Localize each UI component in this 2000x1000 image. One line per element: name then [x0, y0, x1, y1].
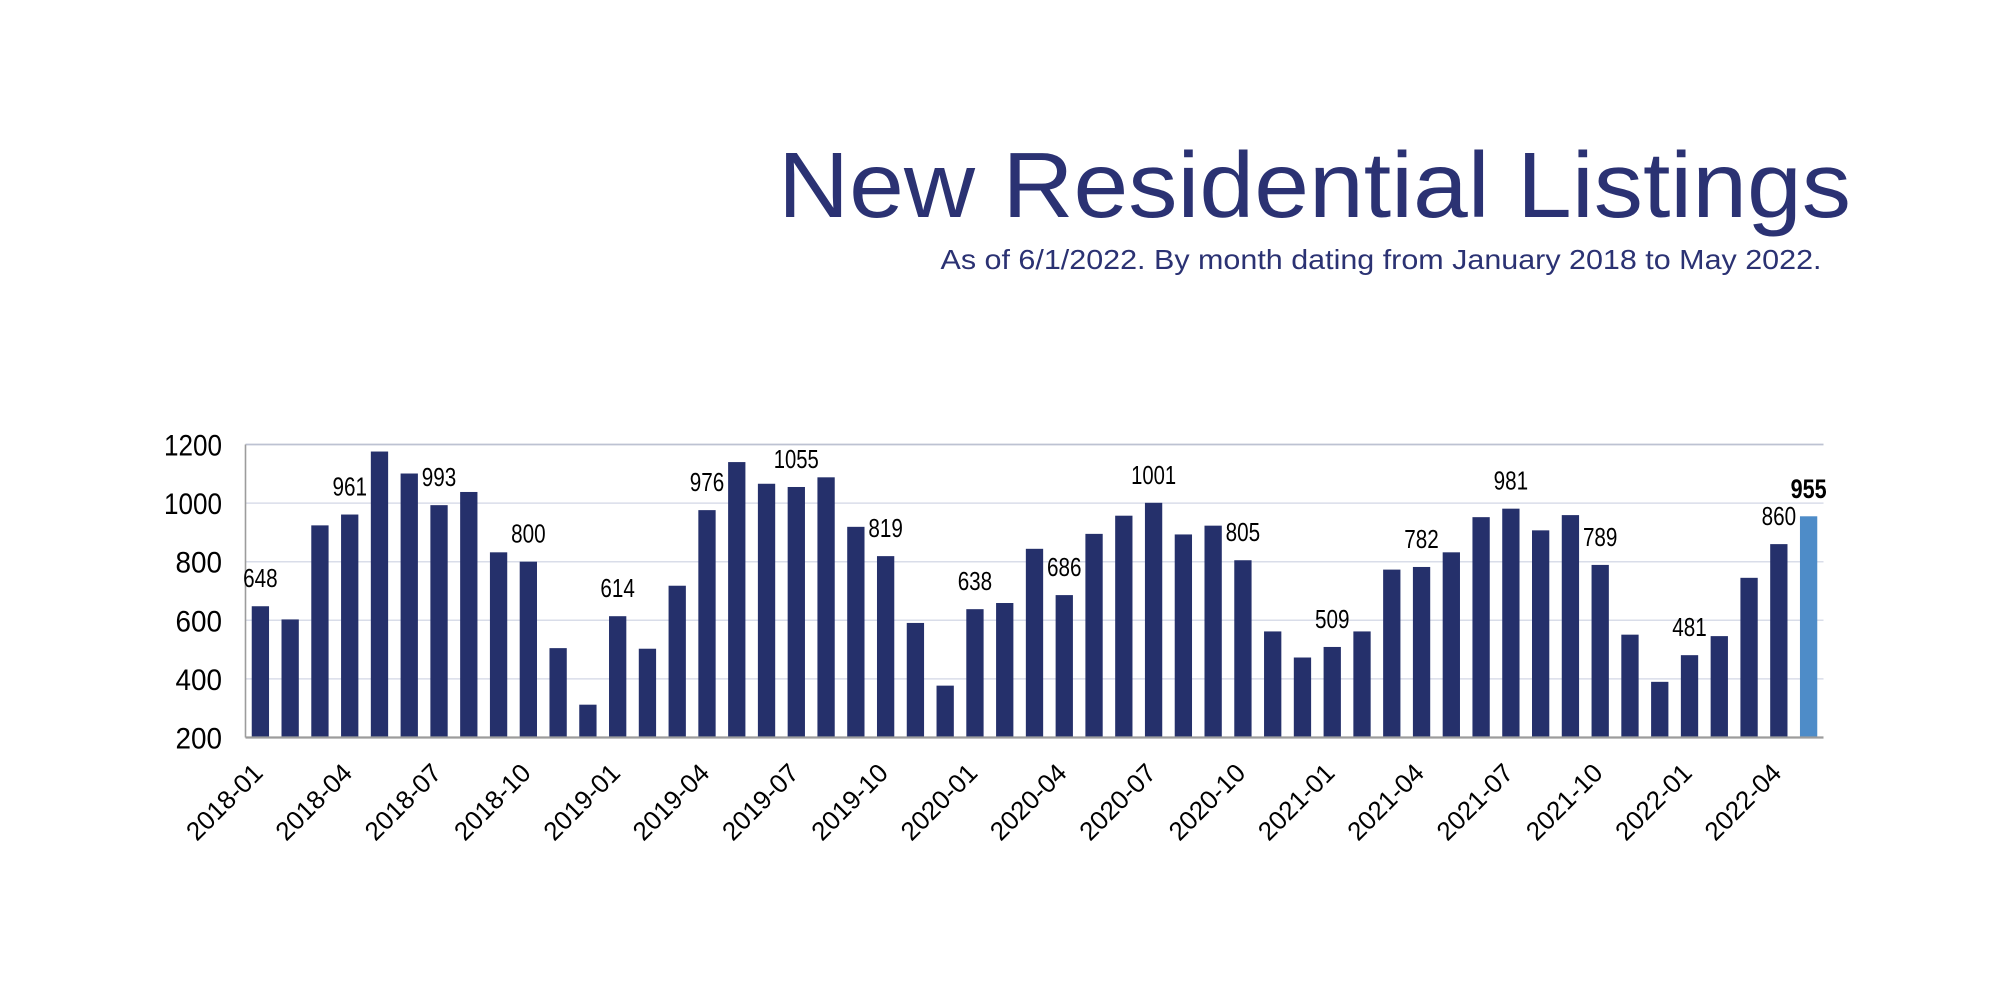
svg-text:481: 481 — [1672, 612, 1707, 642]
svg-text:981: 981 — [1494, 466, 1529, 496]
svg-text:648: 648 — [243, 563, 278, 593]
svg-text:200: 200 — [176, 723, 223, 756]
svg-text:955: 955 — [1791, 474, 1827, 504]
svg-text:789: 789 — [1583, 522, 1618, 552]
svg-text:819: 819 — [868, 513, 903, 543]
svg-text:614: 614 — [600, 573, 635, 603]
svg-text:961: 961 — [332, 472, 367, 502]
svg-text:993: 993 — [422, 462, 457, 492]
svg-text:860: 860 — [1762, 501, 1797, 531]
svg-text:686: 686 — [1047, 552, 1082, 582]
svg-text:638: 638 — [958, 566, 993, 596]
svg-text:1200: 1200 — [164, 430, 222, 463]
svg-text:1000: 1000 — [164, 488, 222, 521]
svg-text:As of 6/1/2022. By month datin: As of 6/1/2022. By month dating from Jan… — [941, 244, 1822, 275]
svg-text:509: 509 — [1315, 604, 1350, 634]
svg-text:976: 976 — [690, 467, 725, 497]
svg-text:800: 800 — [511, 519, 546, 549]
svg-text:805: 805 — [1226, 517, 1261, 547]
svg-text:800: 800 — [176, 547, 223, 580]
svg-text:782: 782 — [1404, 524, 1439, 554]
svg-text:600: 600 — [176, 605, 223, 638]
svg-text:New Residential Listings: New Residential Listings — [778, 133, 1851, 237]
svg-text:1001: 1001 — [1131, 460, 1176, 490]
svg-text:400: 400 — [176, 664, 223, 697]
svg-text:1055: 1055 — [774, 444, 819, 474]
